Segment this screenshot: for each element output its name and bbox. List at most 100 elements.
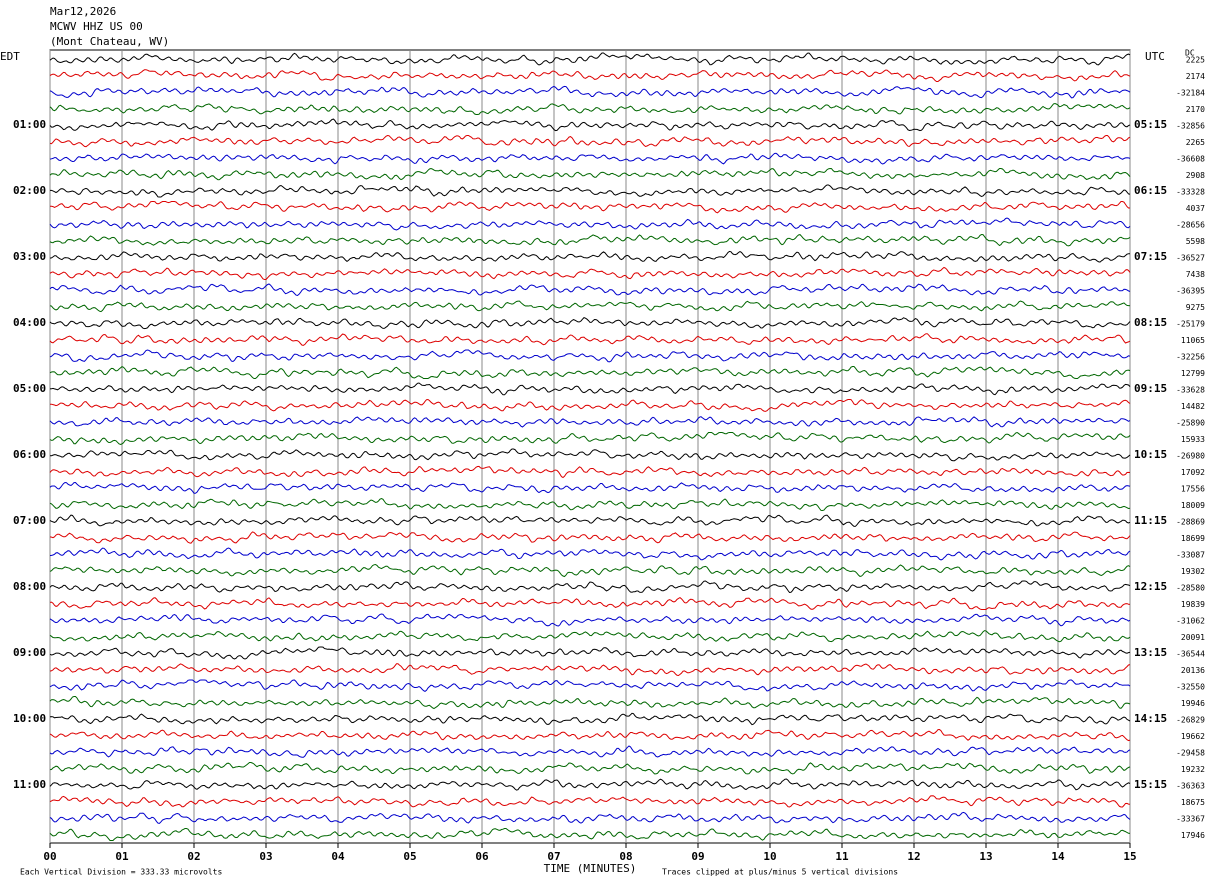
dc-value: 18699 xyxy=(1181,534,1205,543)
utc-time: 15:15 xyxy=(1134,778,1167,791)
x-tick-label: 08 xyxy=(619,850,632,863)
trace xyxy=(49,69,1131,82)
dc-value: -33367 xyxy=(1176,815,1205,824)
x-tick-label: 12 xyxy=(907,850,920,863)
edt-time: 09:00 xyxy=(13,646,46,659)
dc-value: 5598 xyxy=(1186,237,1205,246)
plot-frame xyxy=(49,49,1131,844)
trace xyxy=(49,696,1131,710)
dc-value: 2174 xyxy=(1186,72,1205,81)
trace xyxy=(49,266,1131,280)
dc-value: 2170 xyxy=(1186,105,1205,114)
x-tick-label: 06 xyxy=(475,850,489,863)
trace xyxy=(49,679,1131,692)
trace xyxy=(49,349,1131,363)
dc-value: -26980 xyxy=(1176,452,1205,461)
trace xyxy=(49,152,1131,165)
trace xyxy=(49,416,1131,428)
trace xyxy=(49,233,1131,247)
x-tick-label: 01 xyxy=(115,850,129,863)
trace xyxy=(49,762,1131,775)
edt-time: 11:00 xyxy=(13,778,46,791)
trace xyxy=(50,448,1131,462)
dc-value: -32550 xyxy=(1176,683,1205,692)
dc-value: -32256 xyxy=(1176,353,1205,362)
trace xyxy=(49,728,1131,742)
dc-value: 14482 xyxy=(1181,402,1205,411)
x-tick-label: 00 xyxy=(43,850,56,863)
dc-label: DC xyxy=(1185,49,1195,58)
dc-value: 19839 xyxy=(1181,600,1205,609)
dc-value: 20136 xyxy=(1181,666,1205,675)
x-tick-label: 14 xyxy=(1051,850,1065,863)
trace xyxy=(49,167,1131,181)
edt-time: 03:00 xyxy=(13,250,46,263)
dc-value: 18675 xyxy=(1181,798,1205,807)
utc-time: 10:15 xyxy=(1134,448,1167,461)
dc-value: 12799 xyxy=(1181,369,1205,378)
trace xyxy=(49,531,1131,544)
trace xyxy=(49,547,1131,561)
x-tick-label: 09 xyxy=(691,850,704,863)
utc-time: 06:15 xyxy=(1134,184,1167,197)
edt-time: 05:00 xyxy=(13,382,46,395)
dc-value: -33087 xyxy=(1176,551,1205,560)
edt-label: EDT xyxy=(0,50,20,63)
trace xyxy=(49,102,1131,115)
dc-value: 17092 xyxy=(1181,468,1205,477)
dc-value: 19946 xyxy=(1181,699,1205,708)
dc-value: -29458 xyxy=(1176,749,1205,758)
dc-value: 19662 xyxy=(1181,732,1205,741)
trace xyxy=(49,398,1131,412)
x-tick-label: 02 xyxy=(187,850,200,863)
utc-time: 09:15 xyxy=(1134,382,1167,395)
x-tick-label: 07 xyxy=(547,850,560,863)
trace xyxy=(49,597,1131,610)
dc-value: 2908 xyxy=(1186,171,1205,180)
header-line: Mar12,2026 xyxy=(50,5,116,18)
edt-time: 10:00 xyxy=(13,712,46,725)
dc-value: -26829 xyxy=(1176,716,1205,725)
utc-time: 05:15 xyxy=(1134,118,1167,131)
dc-value: -36395 xyxy=(1176,287,1205,296)
dc-value: -36608 xyxy=(1176,155,1205,164)
dc-value: 17556 xyxy=(1181,485,1205,494)
dc-value: 19232 xyxy=(1181,765,1205,774)
dc-value: 17946 xyxy=(1181,831,1205,840)
header-line: MCWV HHZ US 00 xyxy=(50,20,143,33)
dc-value: 15933 xyxy=(1181,435,1205,444)
trace xyxy=(50,184,1131,198)
edt-time: 07:00 xyxy=(13,514,46,527)
trace xyxy=(49,497,1131,512)
utc-label: UTC xyxy=(1145,50,1165,63)
dc-value: 4037 xyxy=(1186,204,1205,213)
dc-value: -33628 xyxy=(1176,386,1205,395)
dc-value: -33328 xyxy=(1176,188,1205,197)
trace xyxy=(49,778,1131,791)
dc-value: -28580 xyxy=(1176,584,1205,593)
trace xyxy=(49,646,1131,660)
trace xyxy=(49,811,1131,824)
dc-value: 2225 xyxy=(1186,56,1205,65)
trace xyxy=(49,250,1131,263)
utc-time: 11:15 xyxy=(1134,514,1167,527)
utc-time: 13:15 xyxy=(1134,646,1167,659)
trace xyxy=(49,630,1131,643)
dc-value: -31062 xyxy=(1176,617,1205,626)
dc-value: 2265 xyxy=(1186,138,1205,147)
trace xyxy=(49,465,1131,479)
trace xyxy=(49,85,1131,99)
trace xyxy=(49,333,1131,346)
trace xyxy=(49,514,1131,527)
x-tick-label: 15 xyxy=(1123,850,1136,863)
edt-time: 08:00 xyxy=(13,580,46,593)
trace xyxy=(49,201,1130,214)
dc-value: 19302 xyxy=(1181,567,1205,576)
dc-value: -36363 xyxy=(1176,782,1205,791)
edt-time: 04:00 xyxy=(13,316,46,329)
dc-value: -32856 xyxy=(1176,122,1205,131)
trace xyxy=(49,382,1131,396)
footer-left: Each Vertical Division = 333.33 microvol… xyxy=(20,868,222,877)
utc-time: 08:15 xyxy=(1134,316,1167,329)
